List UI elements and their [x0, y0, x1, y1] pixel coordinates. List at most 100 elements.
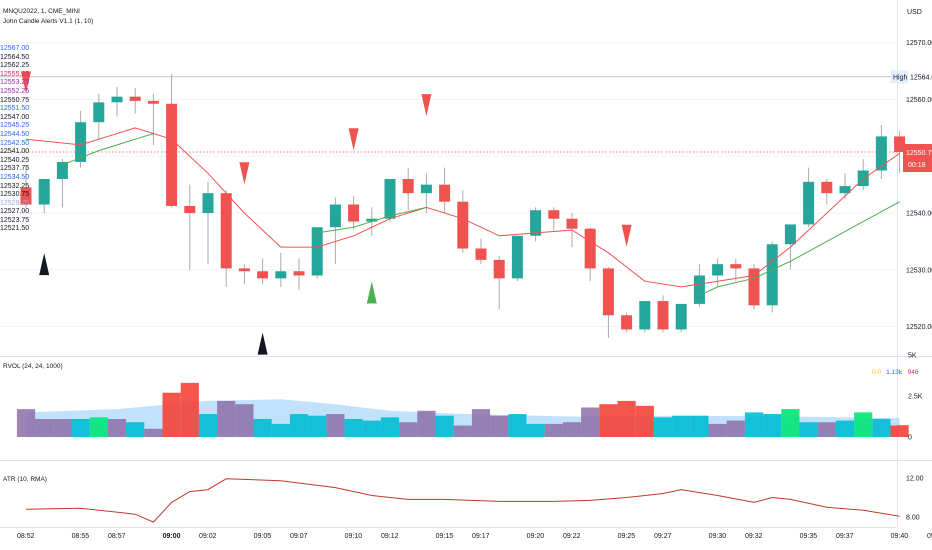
candle-body: [38, 178, 50, 205]
volume-bar: [781, 409, 800, 437]
left-stack-value: 12534.50: [0, 173, 30, 181]
indicator-title: John Candle Alerts V1.1 (1, 10): [3, 18, 94, 25]
volume-bar: [544, 423, 563, 437]
sell-signal-marker: [348, 128, 359, 151]
time-tick-label: 09:10: [345, 533, 363, 540]
candle-body: [839, 186, 851, 194]
symbol-title: MNQU2022, 1, CME_MINI: [3, 8, 80, 15]
left-stack-value: 12552.25: [0, 87, 30, 95]
volume-bar: [198, 414, 218, 437]
candle-body: [293, 271, 305, 276]
volume-bar: [763, 414, 782, 437]
price-tick-label: 12530.00: [906, 267, 932, 274]
candle-body: [748, 268, 760, 306]
time-tick-label: 09:42: [927, 533, 932, 540]
candle-body: [420, 184, 432, 194]
rvol-label: RVOL (24, 24, 1000): [3, 363, 63, 370]
buy-signal-marker: [257, 332, 268, 355]
buy-signal-marker: [366, 281, 377, 304]
atr-tick-label: 12.00: [906, 475, 924, 482]
volume-bar: [253, 418, 272, 437]
left-stack-value: 12521.50: [0, 225, 30, 233]
time-tick-label: 09:27: [654, 533, 672, 540]
sell-signal-marker: [621, 224, 632, 247]
volume-bar: [399, 422, 418, 437]
candle-body: [275, 271, 287, 279]
time-tick-label: 09:37: [836, 533, 854, 540]
volume-bar: [562, 422, 582, 437]
candle-body: [875, 136, 887, 171]
candle-body: [184, 205, 196, 214]
left-stack-value: 12537.75: [0, 165, 30, 173]
time-tick-label: 08:55: [72, 533, 90, 540]
volume-bar: [308, 415, 327, 437]
volume-bar: [35, 418, 54, 437]
volume-bar: [144, 428, 163, 437]
candle-body: [530, 210, 542, 236]
volume-bar: [890, 425, 909, 437]
volume-bar: [817, 422, 836, 437]
left-stack-value: 12562.25: [0, 62, 30, 70]
volume-bar: [89, 417, 108, 437]
volume-bar: [508, 414, 527, 437]
high-value-label: 12564.00: [910, 74, 932, 81]
time-tick-label: 09:12: [381, 533, 399, 540]
rvol-value: 0.0: [872, 369, 881, 376]
candle-body: [348, 204, 360, 222]
candle-body: [566, 218, 578, 229]
volume-bar: [835, 420, 855, 437]
buy-signal-marker: [39, 253, 50, 276]
candle-body: [511, 235, 523, 279]
candle-body: [202, 193, 214, 214]
time-tick-label: 09:05: [254, 533, 272, 540]
volume-bar: [326, 414, 345, 437]
volume-tick-label: 5K: [908, 353, 917, 360]
volume-bar: [180, 382, 199, 437]
sell-signal-marker: [421, 94, 432, 117]
rvol-value: 946: [908, 369, 919, 376]
left-stack-value: 12540.25: [0, 156, 30, 164]
candle-body: [384, 178, 396, 219]
candle-body: [548, 210, 560, 219]
left-stack-value: 12523.75: [0, 216, 30, 224]
volume-bar: [235, 404, 254, 437]
time-tick-label: 09:20: [527, 533, 545, 540]
volume-bar: [435, 415, 454, 437]
candle-body: [238, 268, 250, 272]
candle-body: [75, 122, 87, 162]
time-tick-label: 09:25: [618, 533, 636, 540]
sell-signal-marker: [21, 71, 31, 94]
left-stack-value: 12530.75: [0, 191, 30, 199]
candle-body: [220, 193, 232, 269]
time-tick-label: 08:52: [17, 533, 35, 540]
volume-bar: [217, 400, 236, 437]
candle-body: [584, 228, 596, 269]
candle-body: [493, 259, 505, 279]
volume-bar: [380, 417, 400, 437]
high-tag: [891, 70, 908, 84]
candle-body: [439, 184, 451, 202]
countdown-label: 00:18: [908, 162, 926, 169]
ema-fast-line: [25, 127, 900, 288]
volume-bar: [672, 415, 691, 437]
candle-body: [366, 218, 378, 222]
volume-bar: [344, 418, 363, 437]
volume-bar: [854, 412, 873, 437]
candle-body: [857, 170, 869, 187]
volume-bar: [16, 409, 36, 437]
atr-tick-label: 8.00: [906, 515, 920, 522]
price-tick-label: 12520.00: [906, 324, 932, 331]
time-tick-label: 09:35: [800, 533, 818, 540]
volume-bar: [744, 412, 764, 437]
candle-body: [20, 187, 32, 205]
candle-body: [693, 275, 705, 304]
candle-body: [675, 303, 687, 330]
volume-bar: [162, 392, 181, 437]
ema-slow-line: [699, 201, 900, 296]
last-price-tag: [903, 144, 932, 173]
volume-bar: [726, 420, 745, 437]
time-tick-label: 09:17: [472, 533, 490, 540]
left-stack-value: 12542.50: [0, 139, 30, 147]
volume-bar: [289, 414, 309, 437]
